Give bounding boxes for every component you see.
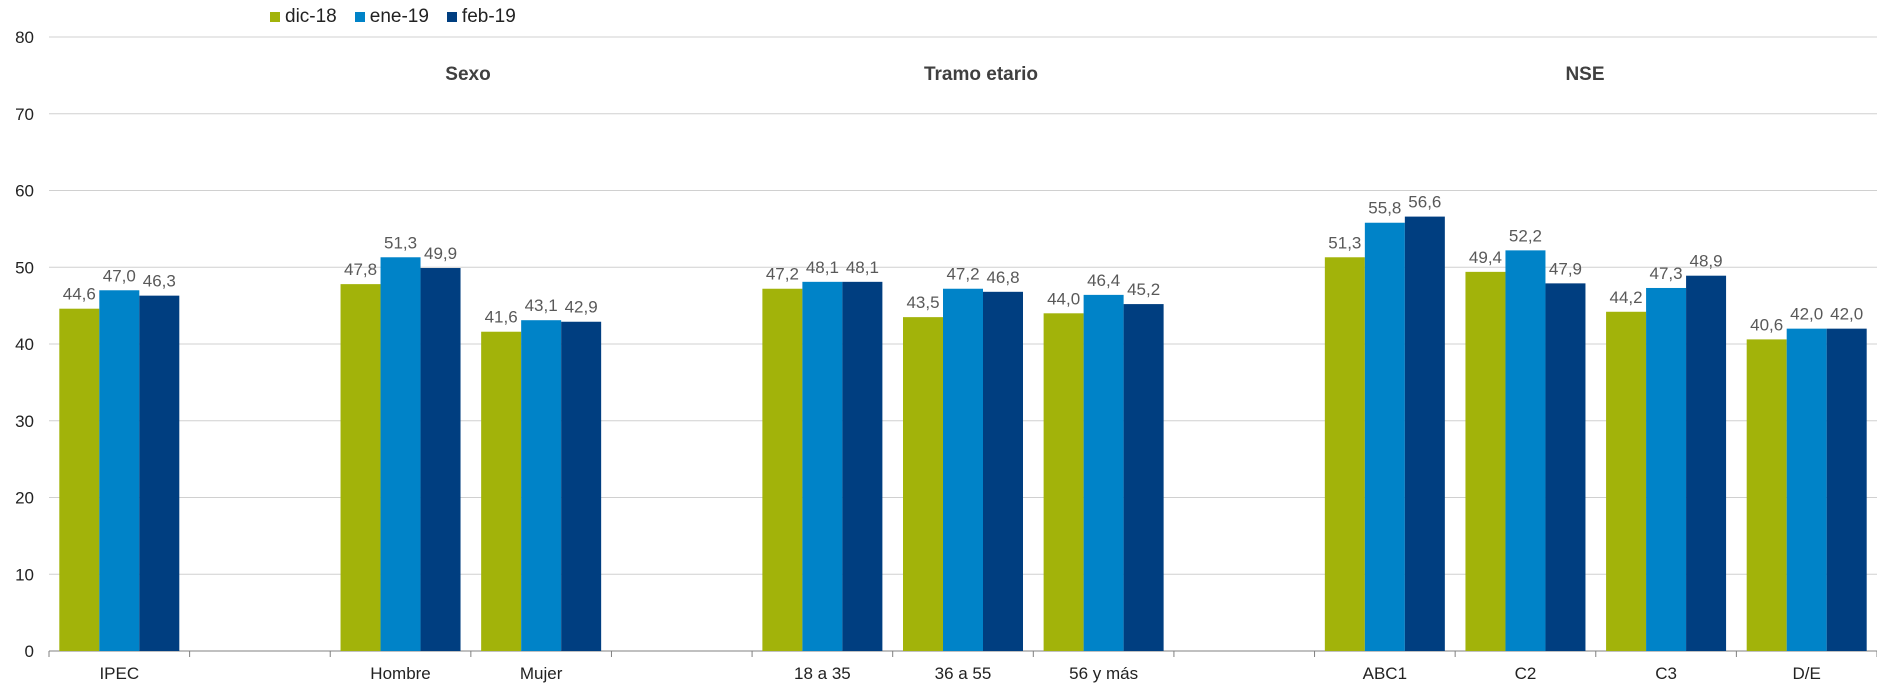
group-title-nse: NSE <box>1565 64 1605 85</box>
y-tick-label: 50 <box>15 258 34 277</box>
legend-swatch-ene-19 <box>354 12 365 22</box>
data-label: 49,4 <box>1469 248 1502 267</box>
bar-ene-19 <box>802 281 843 651</box>
bar-dic-18 <box>340 284 381 651</box>
bar-feb-19 <box>139 295 180 651</box>
group-title-sexo: Sexo <box>445 64 491 85</box>
bar-dic-18 <box>1746 339 1787 651</box>
data-label: 43,5 <box>906 293 939 312</box>
data-label: 44,6 <box>63 285 96 304</box>
legend-label-ene-19: ene-19 <box>369 6 429 27</box>
x-tick-label: ABC1 <box>1363 664 1407 683</box>
y-tick-label: 0 <box>25 642 34 661</box>
bar-feb-19 <box>1686 275 1727 651</box>
data-label: 48,1 <box>806 258 839 277</box>
x-tick-label: 18 a 35 <box>794 664 851 683</box>
bar-ene-19 <box>1505 250 1546 652</box>
bar-ene-19 <box>943 288 983 651</box>
data-label: 47,8 <box>344 260 377 279</box>
bar-feb-19 <box>983 291 1023 651</box>
x-tick-label: Mujer <box>520 664 563 683</box>
group-title-tramo-etario: Tramo etario <box>923 64 1039 85</box>
data-label: 42,0 <box>1830 305 1863 324</box>
bar-ene-19 <box>99 290 140 651</box>
x-tick-label: 56 y más <box>1069 664 1138 683</box>
y-tick-label: 40 <box>15 335 34 354</box>
data-label: 47,2 <box>946 265 979 284</box>
bar-dic-18 <box>762 288 803 651</box>
bar-dic-18 <box>903 317 943 651</box>
data-label: 46,3 <box>143 272 176 291</box>
data-label: 48,9 <box>1690 252 1723 271</box>
bar-feb-19 <box>420 268 461 651</box>
data-label: 42,9 <box>565 298 598 317</box>
bar-ene-19 <box>521 320 562 651</box>
legend-swatch-feb-19 <box>446 12 457 22</box>
x-tick-label: IPEC <box>99 664 139 683</box>
legend-item-ene-19: ene-19 <box>354 6 429 28</box>
data-label: 44,0 <box>1047 289 1080 308</box>
data-label: 55,8 <box>1368 199 1401 218</box>
x-tick-label: C3 <box>1655 664 1677 683</box>
bar-dic-18 <box>59 308 100 651</box>
data-label: 42,0 <box>1790 305 1823 324</box>
data-label: 45,2 <box>1127 280 1160 299</box>
data-label: 56,6 <box>1408 193 1441 212</box>
legend-label-feb-19: feb-19 <box>461 6 516 27</box>
y-tick-label: 10 <box>15 565 34 584</box>
y-tick-label: 60 <box>15 182 34 201</box>
y-tick-label: 20 <box>15 489 34 508</box>
data-label: 47,0 <box>103 266 136 285</box>
data-label: 52,2 <box>1509 226 1542 245</box>
bar-feb-19 <box>1123 304 1164 651</box>
bar-ene-19 <box>1083 294 1124 651</box>
data-label: 46,8 <box>986 268 1019 287</box>
legend-swatch-dic-18 <box>270 12 280 22</box>
data-label: 46,4 <box>1087 271 1120 290</box>
bar-ene-19 <box>380 257 421 651</box>
data-label: 47,3 <box>1650 264 1683 283</box>
legend-label-dic-18: dic-18 <box>285 6 337 27</box>
legend-item-feb-19: feb-19 <box>446 6 516 28</box>
bar-feb-19 <box>1826 328 1867 651</box>
data-label: 43,1 <box>525 296 558 315</box>
bar-ene-19 <box>1786 328 1827 651</box>
y-tick-label: 30 <box>15 412 34 431</box>
data-label: 51,3 <box>1328 233 1361 252</box>
data-label: 40,6 <box>1750 315 1783 334</box>
x-tick-label: Hombre <box>370 664 430 683</box>
bar-feb-19 <box>1404 216 1445 651</box>
bar-dic-18 <box>1606 311 1647 651</box>
bar-dic-18 <box>1043 313 1084 651</box>
bar-ene-19 <box>1364 222 1405 652</box>
y-tick-label: 70 <box>15 105 34 124</box>
bar-dic-18 <box>1324 257 1365 651</box>
bar-feb-19 <box>1545 283 1586 651</box>
bar-feb-19 <box>561 321 602 651</box>
bar-ene-19 <box>1646 287 1687 651</box>
bar-dic-18 <box>481 331 522 651</box>
y-tick-label: 80 <box>15 28 34 47</box>
data-label: 49,9 <box>424 244 457 263</box>
legend-item-dic-18: dic-18 <box>270 6 337 28</box>
bar-dic-18 <box>1465 271 1506 651</box>
data-label: 41,6 <box>485 308 518 327</box>
data-label: 47,9 <box>1549 259 1582 278</box>
data-label: 47,2 <box>766 265 799 284</box>
x-tick-label: C2 <box>1515 664 1537 683</box>
data-label: 51,3 <box>384 233 417 252</box>
data-label: 48,1 <box>846 258 879 277</box>
legend: dic-18 ene-19 feb-19 <box>270 6 516 28</box>
x-tick-label: D/E <box>1793 664 1821 683</box>
x-tick-label: 36 a 55 <box>935 664 992 683</box>
data-label: 44,2 <box>1610 288 1643 307</box>
bar-feb-19 <box>842 281 883 651</box>
